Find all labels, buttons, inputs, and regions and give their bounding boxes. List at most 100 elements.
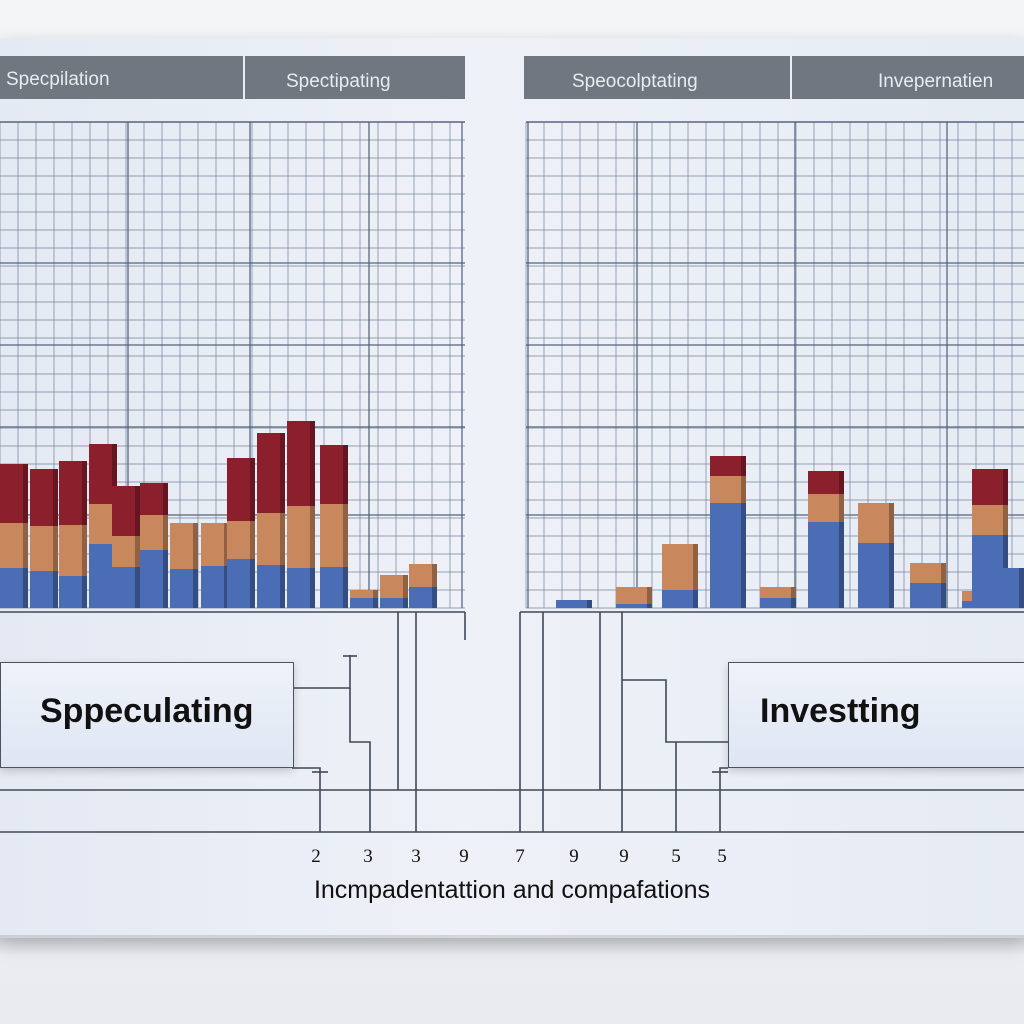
left-bar-5-seg-2-side [135,536,140,567]
right-bar-2-seg-2 [616,587,652,604]
left-bar-8-seg-2-side [224,523,229,566]
tick-label-5: 7 [515,846,525,867]
right-bar-5-seg-2 [760,587,796,598]
tick-label-3: 3 [411,846,421,867]
right-bar-5-seg-1 [760,598,796,608]
speculating-box [0,662,294,768]
left-connector-b [349,688,371,832]
right-bar-7-seg-2-side [889,503,894,543]
right-bar-11-seg-1 [988,568,1024,608]
right-bar-3-seg-2 [662,544,698,590]
right-header-1: Speocolptating [572,71,698,92]
right-bar-4-seg-2 [710,476,746,503]
tick-label-7: 9 [619,846,629,867]
tick-label-4: 9 [459,846,469,867]
left-bar-14-seg-1-side [403,598,408,608]
right-header-1-bar [524,56,790,99]
left-bar-6-seg-3-side [163,483,168,515]
left-bar-11-seg-2-side [310,506,315,568]
right-bar-5-seg-2-side [791,587,796,598]
right-header-2: Invepernatien [878,71,993,92]
right-bar-10-seg-3 [972,469,1008,505]
right-bar-2-seg-1 [616,604,652,608]
right-bar-5-seg-1-side [791,598,796,608]
left-bar-12-seg-3-side [343,445,348,504]
right-connector-c [719,767,728,832]
right-bar-8-seg-2-side [941,563,946,583]
left-connector-a [292,655,351,689]
right-bar-1-seg-1-side [587,600,592,608]
left-bars [0,421,437,608]
left-bar-13-seg-1-side [432,587,437,608]
left-bar-1-seg-2-side [23,523,28,568]
left-bar-9-seg-2-side [250,521,255,559]
left-bar-14-seg-2-side [403,575,408,598]
right-bar-8-seg-2 [910,563,946,583]
left-bar-11-seg-3-side [310,421,315,506]
left-bar-13-seg-2 [409,564,437,587]
right-bar-8-seg-1-side [941,583,946,608]
right-bar-11-seg-1-side [1019,568,1024,608]
left-bar-2-seg-1-side [53,571,58,608]
left-bar-6-seg-2-side [163,515,168,550]
right-bar-4-seg-2-side [741,476,746,503]
left-bar-14-seg-1 [380,598,408,608]
left-bar-5-seg-1-side [135,567,140,608]
speculating-label: Sppeculating [40,692,254,730]
tick-label-1: 2 [311,846,321,867]
right-bar-4-seg-3-side [741,456,746,476]
tick-label-8: 5 [671,846,681,867]
tick-label-6: 9 [569,846,579,867]
right-bars [556,456,1024,608]
right-bar-2-seg-1-side [647,604,652,608]
left-bar-3-seg-1-side [82,576,87,608]
left-bar-9-seg-1-side [250,559,255,608]
left-bar-9-seg-3-side [250,458,255,521]
tick-label-2: 3 [363,846,373,867]
left-bar-8-seg-1-side [224,566,229,608]
left-bar-13-seg-2-side [432,564,437,587]
right-bar-6-seg-2 [808,494,844,522]
right-bar-4-seg-1-side [741,503,746,608]
right-bar-4-seg-1 [710,503,746,608]
left-bar-7-seg-2-side [193,523,198,569]
right-bar-10-seg-3-side [1003,469,1008,505]
right-connector-a [622,679,728,743]
chart-caption: Incmpadentattion and compafations [313,876,711,904]
chart-board [0,38,1024,938]
right-bar-4-seg-3 [710,456,746,476]
left-bar-2-seg-3-side [53,469,58,526]
connector-lines [0,611,1024,833]
left-bar-2-seg-2-side [53,526,58,571]
right-grid [525,121,1024,609]
left-bar-7-seg-1-side [193,569,198,608]
right-bar-3-seg-2-side [693,544,698,590]
left-bar-10-seg-2-side [280,513,285,565]
right-bar-6-seg-2-side [839,494,844,522]
right-bar-7-seg-2 [858,503,894,543]
right-bar-6-seg-3-side [839,471,844,494]
left-bar-1-seg-1-side [23,568,28,608]
left-header-2-bar [245,56,465,99]
investing-label: Investting [760,692,921,730]
left-bar-15-seg-2 [350,590,378,598]
right-bar-7-seg-1-side [889,543,894,608]
tick-label-9: 5 [717,846,727,867]
right-bar-8-seg-1 [910,583,946,608]
left-bar-15-seg-2-side [373,590,378,598]
right-bar-10-seg-2 [972,505,1008,535]
board-shadow [0,935,1024,955]
right-header-2-bar [792,56,1024,99]
left-bar-15-seg-1 [350,598,378,608]
right-bar-3-seg-1-side [693,590,698,608]
right-bar-3-seg-1 [662,590,698,608]
left-bar-12-seg-2-side [343,504,348,567]
right-bar-2-seg-2-side [647,587,652,604]
right-bar-6-seg-3 [808,471,844,494]
left-bar-1-seg-3-side [23,464,28,523]
right-bar-10-seg-2-side [1003,505,1008,535]
left-bar-10-seg-1-side [280,565,285,608]
investing-box [728,662,1024,768]
right-bar-1-seg-1 [556,600,592,608]
